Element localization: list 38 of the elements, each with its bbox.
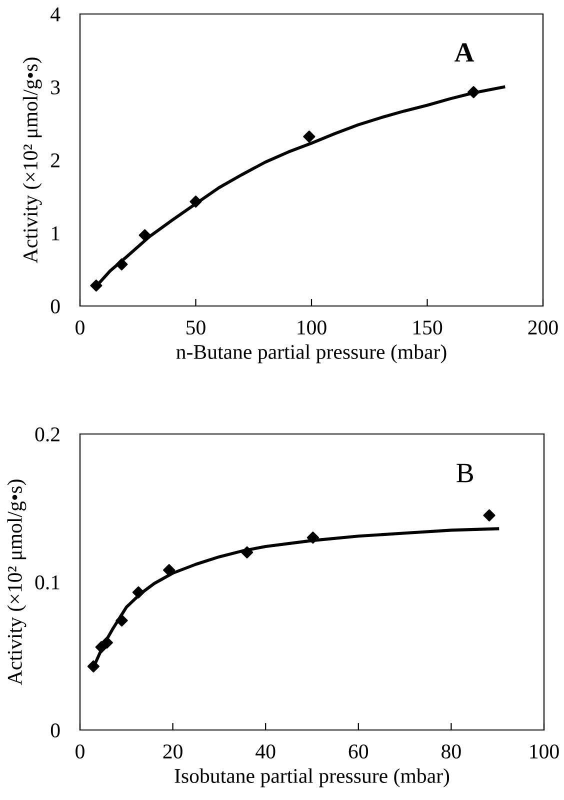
x-tick-label: 100 [530,744,559,759]
x-tick-label: 100 [298,320,326,335]
annotation: A [454,43,474,62]
y-tick-label: 0.2 [35,427,60,442]
x-tick-label: 0 [76,744,84,759]
x-tick-label: 60 [348,744,368,759]
x-tick-label: 80 [442,744,461,759]
point [306,532,319,544]
x-tick-label: 50 [186,320,206,335]
point [132,586,145,598]
point [116,614,128,627]
x-axis-title: Isobutane partial pressure (mbar) [174,768,450,788]
y-tick-label: 2 [51,153,60,168]
x-tick-label: 20 [163,744,182,759]
point [138,229,151,242]
y-tick-label: 0 [50,299,60,314]
point [116,258,128,270]
x-tick-label: 40 [256,744,276,759]
x-tick-label: 200 [528,320,558,335]
point [303,130,316,143]
point [240,546,254,558]
y-tick-label: 3 [51,80,60,94]
point [87,660,100,672]
y-axis-title: Activity (×10² μmol/g•s) [7,480,26,686]
annotation: B [456,464,474,482]
y-tick-label: 0.1 [35,575,60,590]
point [100,636,113,649]
y-tick-label: 4 [50,8,60,22]
y-axis-title: Activity (×10² μmol/g•s) [22,58,42,264]
y-tick-label: 0 [50,723,60,738]
point [467,86,480,98]
point [190,196,202,208]
x-tick-label: 0 [76,320,84,335]
x-axis-title: n-Butane partial pressure (mbar) [176,344,446,364]
y-tick-label: 1 [52,226,60,240]
point [483,509,496,522]
point [90,279,102,292]
x-tick-label: 150 [413,320,442,335]
